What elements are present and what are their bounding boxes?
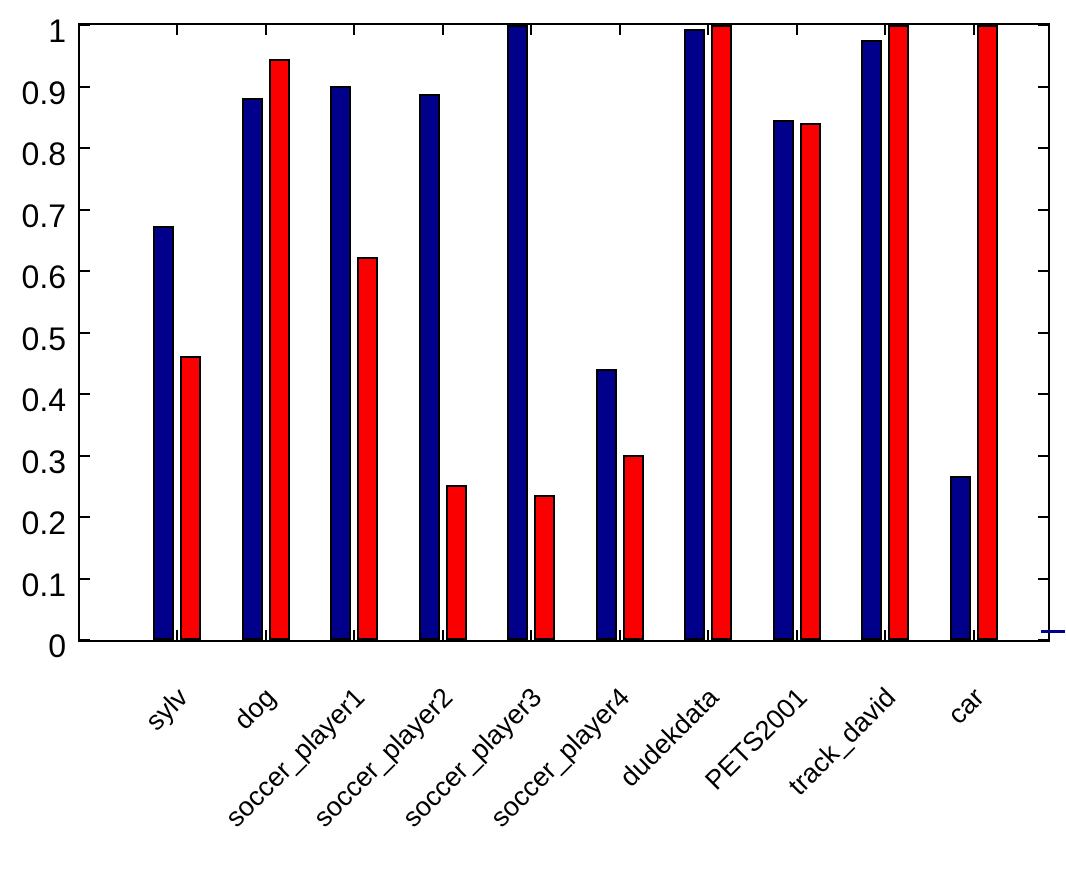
- y-tick-right: [1038, 270, 1048, 272]
- y-tick-left: [80, 455, 90, 457]
- x-tick-top: [795, 25, 798, 35]
- x-tick-bottom: [972, 630, 975, 640]
- bar-series2-soccer_player3: [534, 495, 555, 640]
- y-tick-left: [80, 86, 90, 88]
- x-tick-top: [972, 25, 975, 35]
- bar-series1-dog: [241, 98, 263, 640]
- stray-blue-dash: [1041, 630, 1065, 633]
- y-tick-left: [80, 578, 90, 580]
- y-tick-left: [80, 332, 90, 334]
- y-tick-right: [1038, 147, 1048, 149]
- bar-series2-soccer_player1: [357, 257, 378, 640]
- y-tick-label: 0.5: [21, 321, 66, 357]
- y-tick-label: 1: [48, 13, 66, 49]
- y-tick-label: 0.9: [21, 75, 66, 111]
- bar-series1-soccer_player2: [418, 94, 440, 640]
- y-tick-left: [80, 393, 90, 395]
- bar-series2-soccer_player4: [622, 455, 644, 640]
- y-tick-label: 0.8: [21, 136, 66, 172]
- bar-series1-PETS2001: [772, 120, 794, 640]
- x-tick-top: [884, 25, 886, 35]
- y-tick-left: [80, 270, 90, 272]
- x-tick-top: [618, 25, 621, 35]
- y-tick-right: [1038, 455, 1048, 457]
- x-tick-bottom: [353, 630, 355, 640]
- x-tick-bottom: [795, 630, 798, 640]
- y-tick-right: [1038, 24, 1048, 26]
- x-tick-bottom: [618, 630, 621, 640]
- x-tick-top: [264, 25, 267, 35]
- x-tick-bottom: [884, 630, 886, 640]
- y-tick-left: [80, 639, 90, 641]
- y-tick-right: [1038, 516, 1048, 518]
- y-tick-right: [1038, 578, 1048, 580]
- bar-series2-dog: [268, 59, 290, 640]
- bar-series1-track_david: [861, 40, 882, 640]
- x-tick-bottom: [264, 630, 267, 640]
- y-tick-label: 0.4: [21, 382, 66, 418]
- bar-series2-track_david: [888, 25, 909, 640]
- bar-series2-soccer_player2: [445, 485, 467, 640]
- x-tick-label-car: car: [941, 682, 990, 730]
- bar-series2-sylv: [180, 356, 201, 640]
- bar-series2-car: [976, 25, 998, 640]
- x-tick-bottom: [530, 630, 532, 640]
- x-tick-top: [530, 25, 532, 35]
- x-tick-bottom: [176, 630, 178, 640]
- y-tick-label: 0.6: [21, 259, 66, 295]
- x-tick-label-dog: dog: [228, 682, 282, 736]
- bar-series1-car: [949, 476, 971, 640]
- y-tick-right: [1038, 393, 1048, 395]
- x-tick-bottom: [441, 630, 444, 640]
- x-tick-label-sylv: sylv: [139, 682, 194, 737]
- y-tick-right: [1038, 209, 1048, 211]
- y-tick-left: [80, 209, 90, 211]
- y-tick-right: [1038, 639, 1048, 641]
- bar-series1-soccer_player4: [595, 369, 617, 640]
- y-tick-left: [80, 24, 90, 26]
- y-tick-left: [80, 516, 90, 518]
- plot-area: [78, 23, 1050, 642]
- y-tick-left: [80, 147, 90, 149]
- bar-series2-dudekdata: [711, 25, 732, 640]
- y-tick-label: 0.7: [21, 198, 66, 234]
- y-tick-right: [1038, 86, 1048, 88]
- y-tick-right: [1038, 332, 1048, 334]
- bar-series1-dudekdata: [684, 29, 705, 640]
- y-tick-label: 0.2: [21, 505, 66, 541]
- y-tick-label: 0.3: [21, 444, 66, 480]
- x-tick-top: [353, 25, 355, 35]
- bar-series1-soccer_player3: [507, 25, 528, 640]
- y-tick-label: 0.1: [21, 567, 66, 603]
- bar-series2-PETS2001: [799, 123, 821, 640]
- x-tick-top: [176, 25, 178, 35]
- x-tick-top: [441, 25, 444, 35]
- x-tick-top: [707, 25, 709, 35]
- bar-series1-sylv: [153, 226, 174, 640]
- x-tick-bottom: [707, 630, 709, 640]
- bar-series1-soccer_player1: [330, 86, 351, 640]
- y-tick-label: 0: [48, 628, 66, 664]
